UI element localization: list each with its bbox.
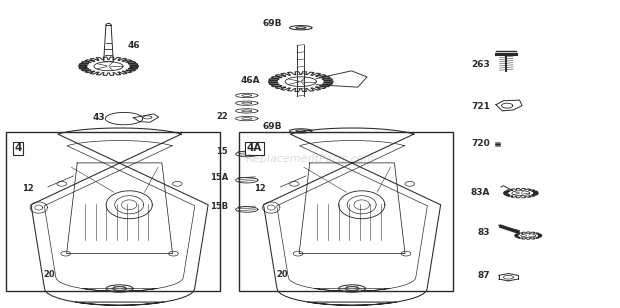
Text: 46: 46 (127, 41, 140, 50)
Text: 20: 20 (43, 270, 55, 279)
Text: 15B: 15B (210, 202, 228, 212)
Text: 43: 43 (93, 112, 105, 122)
Text: 22: 22 (216, 111, 228, 121)
Text: 4: 4 (14, 143, 22, 153)
Text: 69B: 69B (263, 122, 282, 131)
Text: 46A: 46A (241, 75, 260, 85)
Text: 69B: 69B (263, 18, 282, 28)
Text: 83: 83 (477, 228, 490, 237)
Text: 263: 263 (471, 60, 490, 69)
Text: 15A: 15A (210, 173, 228, 182)
Text: ReplacementParts.com: ReplacementParts.com (246, 154, 374, 164)
Text: 12: 12 (22, 184, 33, 193)
Text: 12: 12 (254, 184, 266, 193)
Bar (239, 132, 453, 291)
Text: 87: 87 (477, 271, 490, 280)
Text: 15: 15 (216, 147, 228, 156)
Text: 720: 720 (471, 139, 490, 148)
Text: 4A: 4A (247, 143, 262, 153)
Text: 721: 721 (471, 102, 490, 111)
Text: 83A: 83A (471, 188, 490, 197)
Bar (6, 132, 220, 291)
Text: 20: 20 (276, 270, 288, 279)
